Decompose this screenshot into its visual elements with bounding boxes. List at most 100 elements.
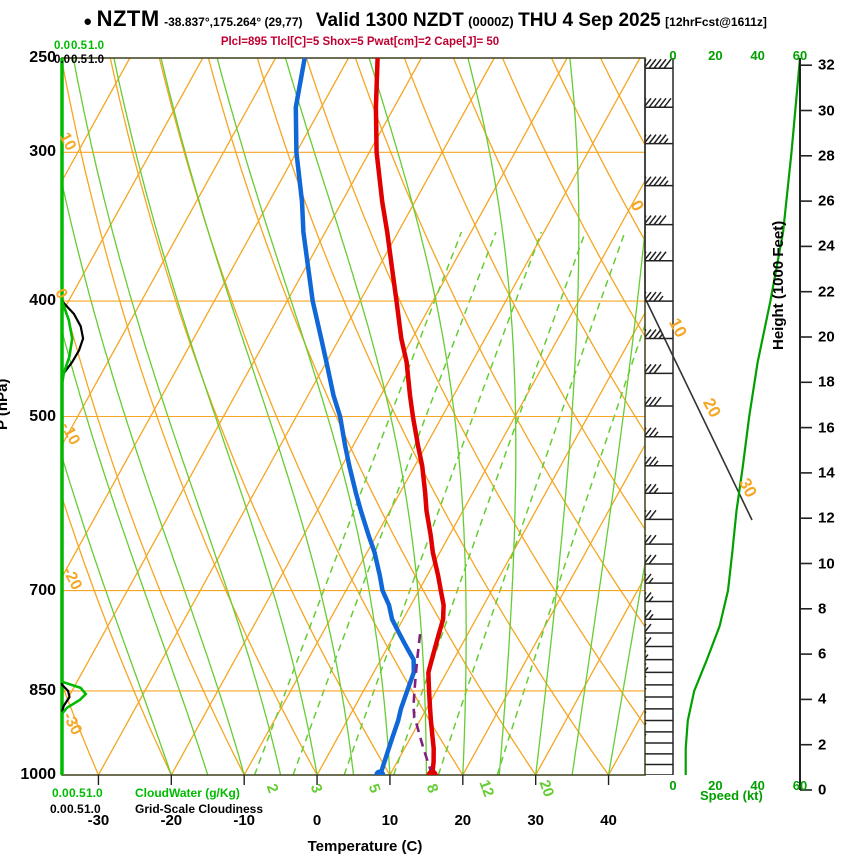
cloudiness-foot-label: 0.0 (50, 802, 67, 816)
valid-date: THU 4 Sep 2025 (518, 10, 661, 31)
height-tick-label: 8 (818, 600, 827, 618)
wind-barb (645, 534, 673, 545)
height-tick-label: 6 (818, 645, 827, 663)
wind-barb (645, 176, 673, 187)
pressure-tick-label: 300 (29, 143, 56, 161)
page-header: ● NZTM -38.837°,175.264° (29,77) Valid 1… (0, 6, 850, 32)
wind-barb (645, 134, 673, 145)
height-tick-label: 18 (818, 373, 835, 391)
speed-tick-label-top: 0 (669, 48, 677, 63)
wind-barb (645, 733, 673, 744)
temperature-tick-label: 10 (381, 812, 399, 829)
station-dot-icon: ● (83, 13, 93, 30)
valid-time-utc: (0000Z) (468, 14, 514, 29)
wind-barb (645, 97, 673, 109)
wind-barb (645, 675, 673, 686)
wind-barb (645, 291, 673, 302)
height-tick-label: 32 (818, 56, 835, 74)
wind-barb (645, 687, 673, 698)
height-tick-label: 2 (818, 736, 827, 754)
cloudiness-scale-label: 1.0 (88, 54, 104, 66)
speed-tick-label-bottom: 20 (708, 778, 723, 793)
height-tick-label: 10 (818, 555, 835, 572)
wind-barb (645, 396, 673, 407)
wind-speed-trace (684, 57, 802, 775)
stability-indices: Plcl=895 Tlcl[C]=5 Shox=5 Pwat[cm]=2 Cap… (220, 36, 500, 48)
wind-barb (645, 573, 673, 584)
height-tick-label: 30 (818, 102, 835, 119)
cloudwater-legend: CloudWater (g/Kg) (135, 786, 240, 800)
cloudwater-foot-label: 1.0 (86, 786, 103, 800)
pressure-axis-title: P (hPa) (0, 378, 11, 430)
wind-barb (645, 251, 673, 262)
height-tick-label: 4 (818, 690, 827, 708)
wind-barb (645, 509, 673, 521)
parcel-trace (412, 632, 434, 775)
height-tick-label: 12 (818, 509, 835, 527)
height-tick-label: 22 (818, 283, 835, 301)
wind-barb (645, 753, 673, 755)
temperature-tick-label: 20 (454, 812, 472, 829)
speed-tick-label-top: 20 (708, 48, 723, 63)
wind-barb (645, 662, 673, 674)
temperature-tick-label: -10 (233, 812, 256, 829)
speed-tick-label-bottom: 40 (750, 778, 765, 793)
wind-barb (645, 456, 673, 467)
temperature-tick-label: 30 (527, 812, 545, 829)
wind-barb (645, 329, 673, 340)
valid-time: Valid 1300 NZDT (315, 10, 464, 31)
wind-barb (645, 623, 673, 634)
speed-tick-label-top: 60 (792, 48, 808, 63)
height-tick-label: 28 (818, 147, 835, 165)
height-tick-label: 24 (818, 237, 835, 255)
wind-barb (645, 483, 673, 495)
temperature-axis-title: Temperature (C) (307, 838, 423, 855)
surface-temperature (426, 769, 438, 775)
moist-adiabat-lines (62, 58, 645, 775)
height-tick-label: 26 (818, 192, 835, 210)
height-tick-label: 0 (818, 781, 827, 799)
speed-axis-title: Speed (kt) (700, 788, 763, 803)
wind-barb (645, 763, 673, 766)
wind-barb (645, 427, 673, 438)
cloudiness-foot-label: 1.0 (84, 802, 101, 816)
station-name: NZTM (96, 6, 160, 31)
wind-barb (645, 609, 673, 621)
wind-barb (645, 722, 673, 733)
height-tick-label: 14 (818, 464, 835, 482)
station-coordinates: -38.837°,175.264° (29,77) (164, 15, 303, 29)
mixing-ratio-lines (253, 231, 645, 775)
dry-adiabat-lines (62, 58, 645, 775)
temperature-trace (373, 58, 446, 775)
wind-barb (645, 699, 673, 710)
cloudwater-foot-label: 0.5 (69, 786, 86, 800)
height-tick-label: 16 (818, 419, 835, 437)
temperature-axis-ticks (97, 775, 610, 785)
dewpoint-trace (293, 58, 417, 775)
wind-barb (645, 711, 673, 722)
cloudiness-foot-label: 0.5 (67, 802, 84, 816)
wind-barb (645, 650, 673, 661)
cloudiness-scale-label: 0.0 (54, 54, 70, 66)
temperature-tick-label: -20 (160, 812, 183, 829)
cloudwater-scale-label: 0.0 (54, 40, 70, 52)
wind-barb (645, 215, 673, 226)
wind-barb (645, 592, 673, 603)
speed-tick-label-bottom: 60 (792, 778, 808, 793)
wind-barb (645, 58, 673, 69)
pressure-tick-label: 850 (29, 681, 56, 699)
wind-barb (645, 363, 673, 375)
pressure-tick-label: 400 (29, 292, 56, 310)
wind-barb (645, 637, 673, 648)
temperature-tick-label: 0 (312, 812, 322, 829)
height-axis-ticks (800, 64, 812, 791)
temperature-tick-label: -30 (87, 812, 110, 829)
cloudiness-scale-label: 0.5 (71, 54, 87, 66)
wind-panel-diagonal (644, 297, 753, 521)
height-axis-title: Height (1000 Feet) (770, 220, 787, 350)
wind-barbs (645, 58, 673, 775)
pressure-tick-label: 1000 (20, 766, 56, 783)
surface-dewpoint (374, 769, 386, 775)
pressure-tick-label: 250 (29, 49, 56, 66)
surface-markers (374, 769, 438, 775)
